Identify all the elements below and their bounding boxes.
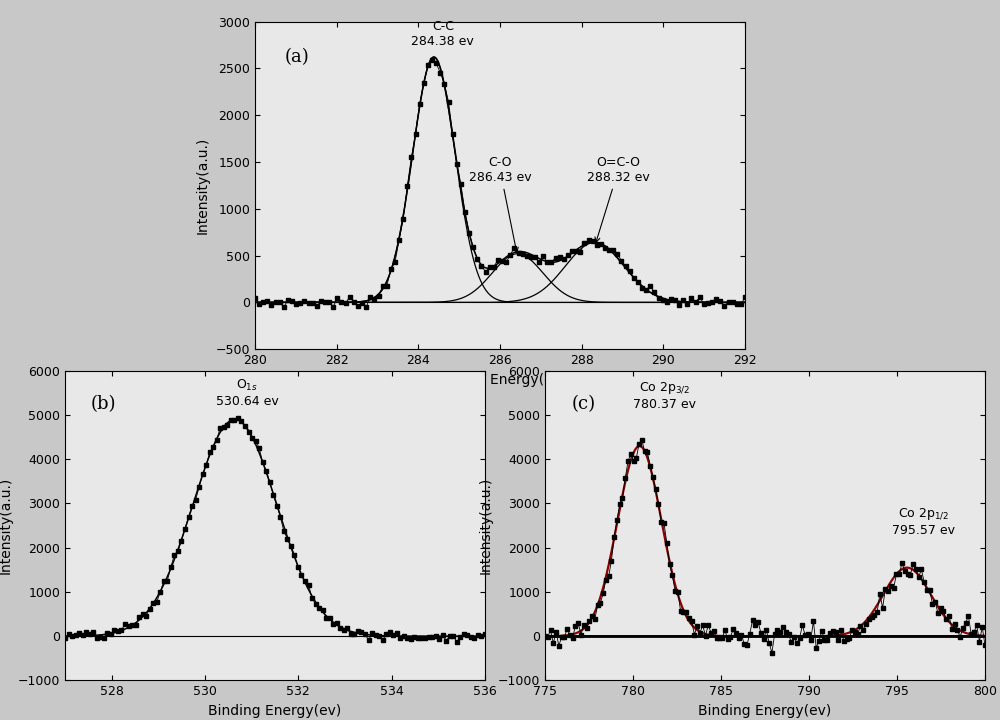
Text: (a): (a) bbox=[284, 48, 309, 66]
X-axis label: Binding Energy(ev): Binding Energy(ev) bbox=[433, 373, 567, 387]
Y-axis label: Intensity(a.u.): Intensity(a.u.) bbox=[196, 137, 210, 234]
Y-axis label: Intensity(a.u.): Intensity(a.u.) bbox=[0, 477, 12, 575]
Text: C-C
284.38 ev: C-C 284.38 ev bbox=[411, 20, 474, 48]
Text: O=C-O
288.32 ev: O=C-O 288.32 ev bbox=[587, 156, 650, 243]
Text: Co 2p$_{3/2}$
780.37 ev: Co 2p$_{3/2}$ 780.37 ev bbox=[633, 380, 696, 410]
Text: (b): (b) bbox=[90, 395, 116, 413]
X-axis label: Binding Energy(ev): Binding Energy(ev) bbox=[208, 704, 342, 718]
Text: Co 2p$_{1/2}$
795.57 ev: Co 2p$_{1/2}$ 795.57 ev bbox=[892, 506, 955, 536]
Text: (c): (c) bbox=[571, 395, 596, 413]
X-axis label: Binding Energy(ev): Binding Energy(ev) bbox=[698, 704, 832, 718]
Text: C-O
286.43 ev: C-O 286.43 ev bbox=[469, 156, 531, 253]
Y-axis label: Intensity(a.u.): Intensity(a.u.) bbox=[478, 477, 492, 575]
Text: O$_{1s}$
530.64 ev: O$_{1s}$ 530.64 ev bbox=[216, 378, 278, 408]
